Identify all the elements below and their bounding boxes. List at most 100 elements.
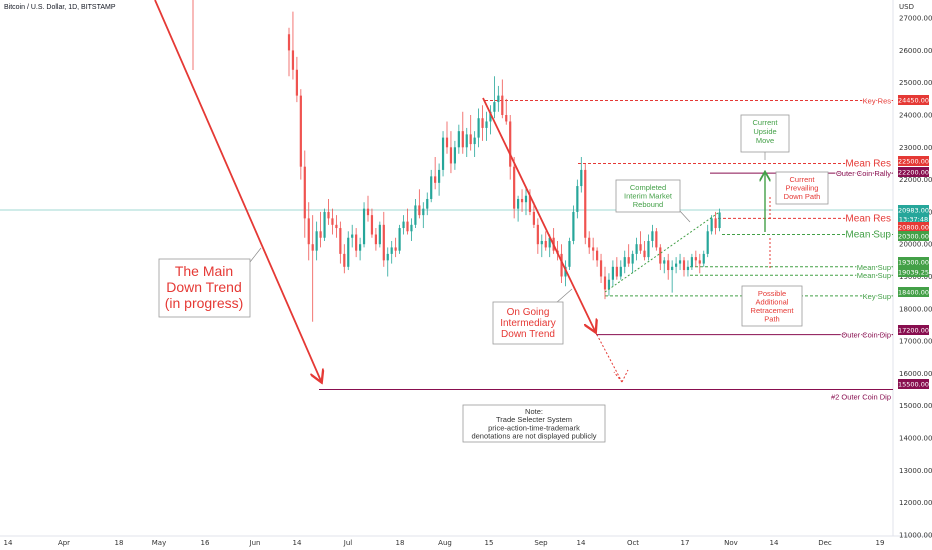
price-label-text: 15500.00 — [898, 381, 929, 389]
level-label: Outer Coin Rally — [836, 169, 891, 178]
candle-body — [335, 224, 338, 229]
x-tick-label: Sep — [534, 539, 548, 547]
x-tick-label: 14 — [577, 539, 586, 547]
price-label-text: 24450.00 — [898, 97, 929, 105]
x-tick-label: 14 — [293, 539, 302, 547]
x-tick-label: Apr — [58, 539, 70, 547]
candle-body — [647, 240, 650, 258]
candle-body — [540, 240, 543, 245]
candle-body — [457, 131, 460, 148]
candle-body — [501, 95, 504, 115]
candle-body — [536, 224, 539, 245]
candle-body — [465, 134, 468, 148]
candle-body — [422, 208, 425, 216]
candle-body — [449, 147, 453, 164]
candle-body — [599, 260, 603, 277]
candle-body — [453, 147, 456, 164]
candle-body — [532, 211, 535, 225]
note-text: Note: Trade Selecter System price-action-t… — [471, 407, 596, 441]
candle-body — [678, 260, 682, 264]
candle-body — [386, 253, 389, 261]
candle-body — [362, 208, 366, 245]
rebound-dotted-line — [604, 212, 719, 293]
x-tick-label: 15 — [485, 539, 494, 547]
y-tick-label: 14000.00 — [899, 435, 932, 443]
prevailing-text: Current Prevailing Down Path — [784, 175, 821, 201]
candle-body — [667, 260, 670, 271]
candle-body — [517, 198, 520, 209]
candle-body — [315, 231, 318, 251]
candle-body — [615, 266, 618, 277]
y-tick-label: 17000.00 — [899, 338, 932, 346]
price-label-text: 18400.00 — [898, 289, 929, 297]
x-tick-label: 19 — [876, 539, 885, 547]
candle-body — [445, 137, 449, 148]
y-axis-ticks: 11000.00 12000.00 13000.00 14000.00 15000.00… — [899, 15, 932, 540]
x-tick-label: 18 — [115, 539, 124, 547]
upside-text: Current Upside Move — [752, 118, 778, 145]
candle-body — [410, 224, 413, 232]
price-label-text: 20300.00 — [898, 233, 929, 241]
plot-area — [0, 0, 893, 536]
candle-body — [355, 234, 358, 251]
candle-body — [651, 231, 654, 241]
candle-body — [671, 266, 674, 271]
y-tick-label: 20000.00 — [899, 241, 932, 249]
main-trend-text: The Main Down Trend (in progress) — [165, 263, 244, 311]
candle-body — [505, 115, 508, 122]
candle-body — [682, 260, 686, 271]
price-label-text: 13:37:48 — [899, 216, 928, 224]
candle-body — [287, 34, 291, 51]
price-label-text: 19039.25 — [898, 269, 929, 277]
level-label: Outer Coin Dip — [841, 331, 891, 340]
x-tick-label: 14 — [770, 539, 779, 547]
candle-body — [461, 131, 464, 148]
intermediary-trend-line — [482, 97, 595, 331]
level-label: Mean Sup — [857, 271, 891, 280]
candle-body — [619, 266, 622, 277]
candle-body — [343, 253, 346, 267]
rebound-pointer — [678, 209, 691, 223]
level-label: #2 Outer Coin Dip — [831, 393, 891, 402]
candle-body — [426, 198, 429, 209]
candle-body — [378, 224, 381, 245]
main-trend-line — [154, 0, 321, 381]
candle-body — [623, 257, 626, 267]
x-tick-label: Nov — [724, 539, 738, 547]
x-tick-label: 17 — [681, 539, 690, 547]
candle-body — [714, 218, 717, 229]
x-tick-label: Oct — [627, 539, 639, 547]
x-tick-label: Jul — [343, 539, 353, 547]
candle-body — [528, 195, 532, 212]
candle-body — [382, 224, 385, 261]
candle-body — [489, 111, 492, 122]
candle-body — [398, 228, 401, 251]
note-callout: Note: Trade Selecter System price-action-t… — [462, 404, 606, 443]
candlestick-series — [192, 0, 721, 322]
rebound-text: Completed Interim Market Rebound — [624, 183, 673, 209]
candle-body — [706, 231, 709, 254]
price-label-text: 19300.00 — [898, 259, 929, 267]
candle-body — [607, 279, 611, 290]
candle-body — [592, 247, 595, 251]
y-tick-label: 24000.00 — [899, 112, 932, 120]
candle-body — [710, 218, 713, 232]
candle-body — [702, 253, 705, 264]
y-tick-label: 12000.00 — [899, 499, 932, 507]
price-label-text: 22200.00 — [898, 169, 929, 177]
intermediary-projection-line — [594, 330, 623, 383]
candle-body — [402, 221, 405, 229]
candle-body — [584, 169, 587, 238]
candle-body — [639, 244, 642, 251]
level-label: Key Res — [863, 96, 892, 105]
x-tick-label: Dec — [818, 539, 832, 547]
price-label-text: 17200.00 — [898, 327, 929, 335]
candle-body — [544, 240, 547, 248]
level-label: Mean Sup — [845, 230, 891, 241]
candle-body — [430, 176, 433, 199]
candle-body — [686, 266, 690, 271]
candle-body — [485, 121, 488, 128]
candle-body — [643, 250, 646, 258]
candle-body — [323, 211, 326, 238]
